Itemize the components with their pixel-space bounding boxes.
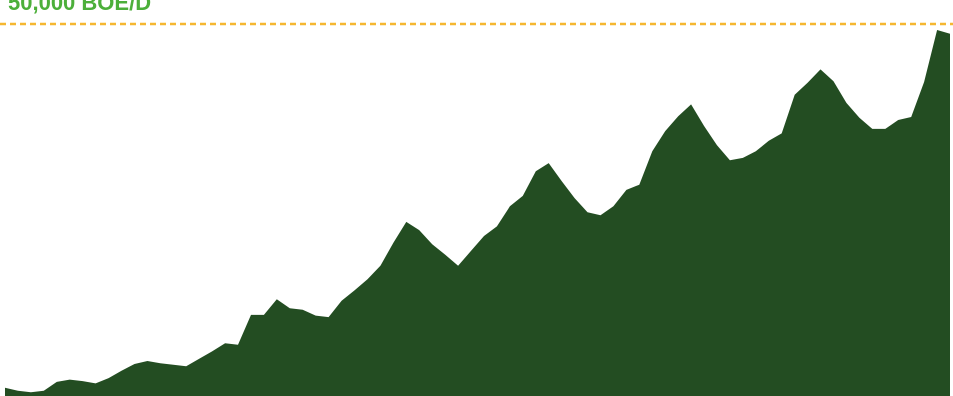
area (5, 30, 950, 396)
reference-label: 50,000 BOE/D (8, 0, 151, 15)
